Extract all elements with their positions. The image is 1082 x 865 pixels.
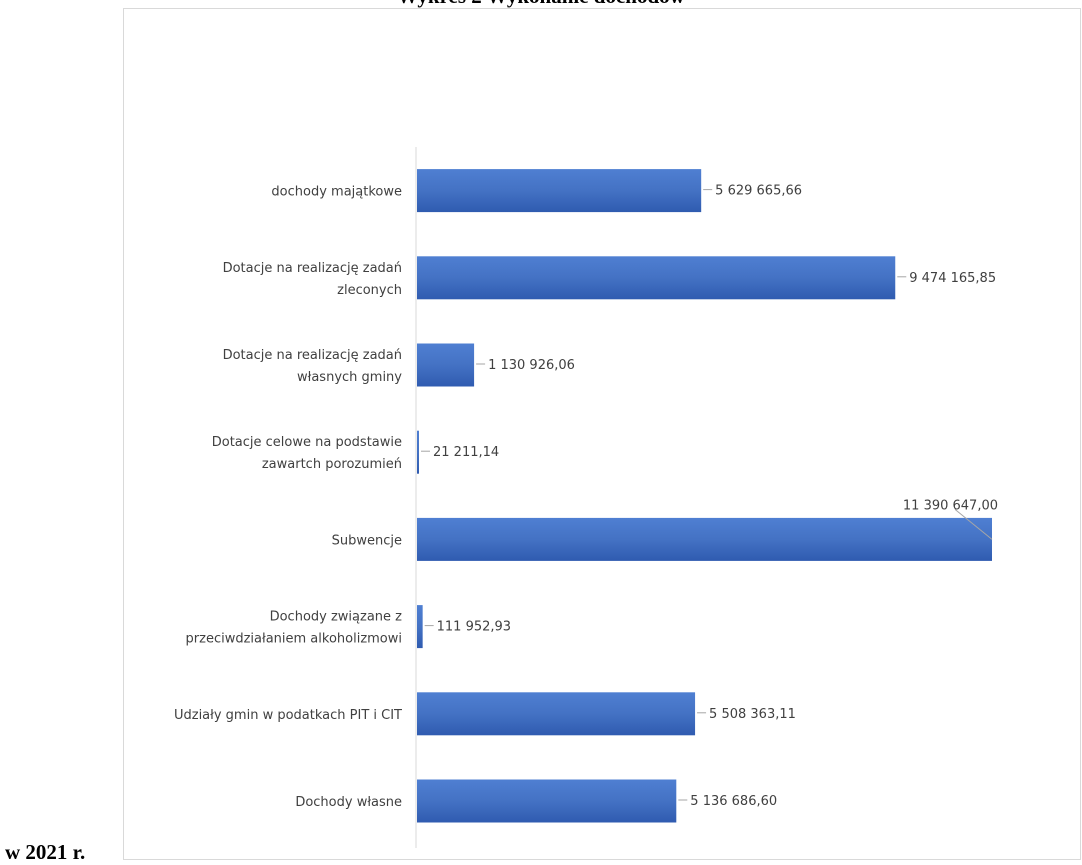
bar [417,430,419,474]
value-label: 21 211,14 [433,445,499,460]
bar [417,169,702,213]
page-title: Wykres 2 Wykonanie dochodów [0,0,1082,9]
category-label: Dotacje na realizację zadań własnych gmin… [223,348,403,385]
category-label: Udziały gmin w podatkach PIT i CIT [174,708,402,723]
year-label: w 2021 r. [5,840,86,864]
value-label: 5 136 686,60 [690,794,777,809]
bar [417,605,423,649]
bar [417,256,896,300]
value-label: 11 390 647,00 [903,498,998,513]
value-label: 1 130 926,06 [488,358,575,373]
bar [417,692,696,736]
bar [417,343,475,387]
category-label: Dotacje na realizację zadań zleconych [223,261,402,298]
category-label: Dochody związane z przeciwdziałaniem alko… [186,610,403,647]
value-label: 5 629 665,66 [715,184,802,199]
category-label: Dotacje celowe na podstawie zawartch poro… [212,435,402,472]
leader-line [954,509,993,540]
category-label: Subwencje [332,533,402,548]
value-label: 111 952,93 [437,620,511,635]
bar [417,779,677,823]
bar [417,517,992,561]
category-label: dochody majątkowe [271,185,402,200]
value-label: 5 508 363,11 [709,707,796,722]
category-label: Dochody własne [295,795,402,810]
value-label: 9 474 165,85 [909,271,996,286]
